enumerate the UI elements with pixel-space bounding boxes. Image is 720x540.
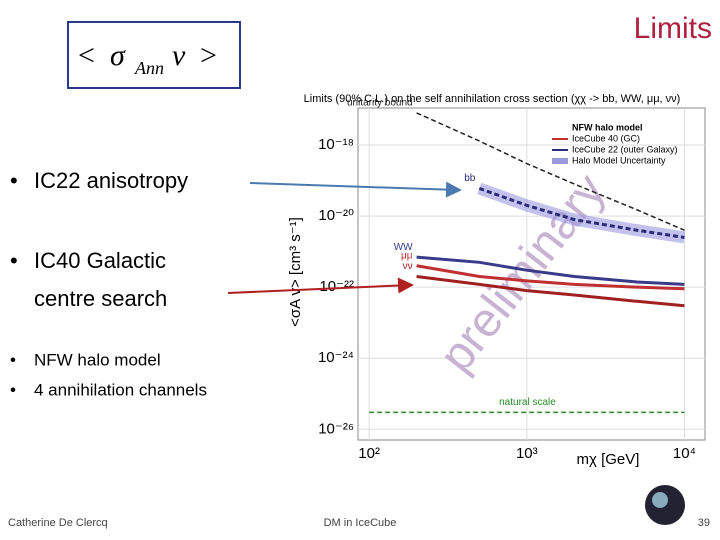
bullet-dot: • bbox=[10, 350, 16, 369]
footer-author: Catherine De Clercq bbox=[8, 517, 108, 529]
legend-title: NFW halo model bbox=[572, 122, 643, 132]
curve-label: WW bbox=[394, 242, 413, 253]
x-axis-label: mχ [GeV] bbox=[577, 451, 640, 468]
y-axis-label: <σA v> [cm³ s⁻¹] bbox=[287, 217, 304, 327]
series-line bbox=[416, 274, 685, 308]
bullet: centre search bbox=[34, 286, 167, 311]
x-tick-label: 10² bbox=[358, 445, 380, 462]
formula: v bbox=[172, 39, 186, 72]
formula: Ann bbox=[134, 58, 164, 78]
x-tick-label: 10⁴ bbox=[673, 445, 696, 462]
bullet: 4 annihilation channels bbox=[34, 380, 207, 399]
footer-page: 39 bbox=[698, 517, 710, 529]
y-tick-label: 10⁻²⁰ bbox=[318, 207, 354, 224]
bullet-dot: • bbox=[10, 380, 16, 399]
plot-area bbox=[357, 107, 706, 441]
y-tick-label: 10⁻¹⁸ bbox=[318, 136, 354, 153]
bullet-dot: • bbox=[10, 248, 18, 273]
bullet: NFW halo model bbox=[34, 350, 161, 369]
footer-topic: DM in IceCube bbox=[324, 517, 397, 529]
formula: < bbox=[78, 39, 95, 72]
bullet: IC22 anisotropy bbox=[34, 168, 188, 193]
curve-label: νν bbox=[403, 261, 413, 272]
legend-label: IceCube 22 (outer Galaxy) bbox=[572, 144, 678, 154]
y-tick-label: 10⁻²⁶ bbox=[318, 420, 354, 437]
y-tick-label: 10⁻²² bbox=[319, 278, 354, 295]
arrow bbox=[227, 277, 414, 294]
formula-box bbox=[67, 21, 241, 89]
bullet: IC40 Galactic bbox=[34, 248, 166, 273]
logo bbox=[652, 492, 668, 508]
series-line bbox=[416, 264, 685, 291]
curve-label: bb bbox=[464, 173, 476, 184]
series-line bbox=[416, 112, 685, 231]
x-tick-label: 10³ bbox=[516, 445, 538, 462]
series-line bbox=[416, 255, 685, 286]
arrow bbox=[249, 181, 462, 198]
curve-label: μμ bbox=[401, 250, 413, 261]
y-tick-label: 10⁻²⁴ bbox=[318, 349, 354, 366]
curve-label: natural scale bbox=[499, 397, 556, 408]
slide-title: Limits bbox=[634, 12, 712, 45]
legend-label: Halo Model Uncertainty bbox=[572, 155, 666, 165]
chart-title: Limits (90% C.L.) on the self annihilati… bbox=[304, 93, 681, 105]
formula: > bbox=[200, 39, 217, 72]
chart: Limits (90% C.L.) on the self annihilati… bbox=[287, 93, 706, 468]
curve-label: unitarity bound bbox=[347, 98, 413, 109]
legend-label: IceCube 40 (GC) bbox=[572, 133, 640, 143]
series-line bbox=[478, 187, 685, 239]
bullet-dot: • bbox=[10, 168, 18, 193]
formula: σ bbox=[110, 39, 126, 72]
